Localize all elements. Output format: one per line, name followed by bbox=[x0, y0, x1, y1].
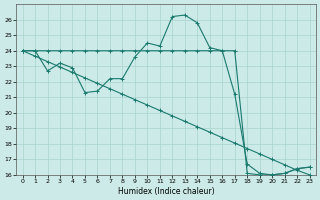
X-axis label: Humidex (Indice chaleur): Humidex (Indice chaleur) bbox=[118, 187, 214, 196]
